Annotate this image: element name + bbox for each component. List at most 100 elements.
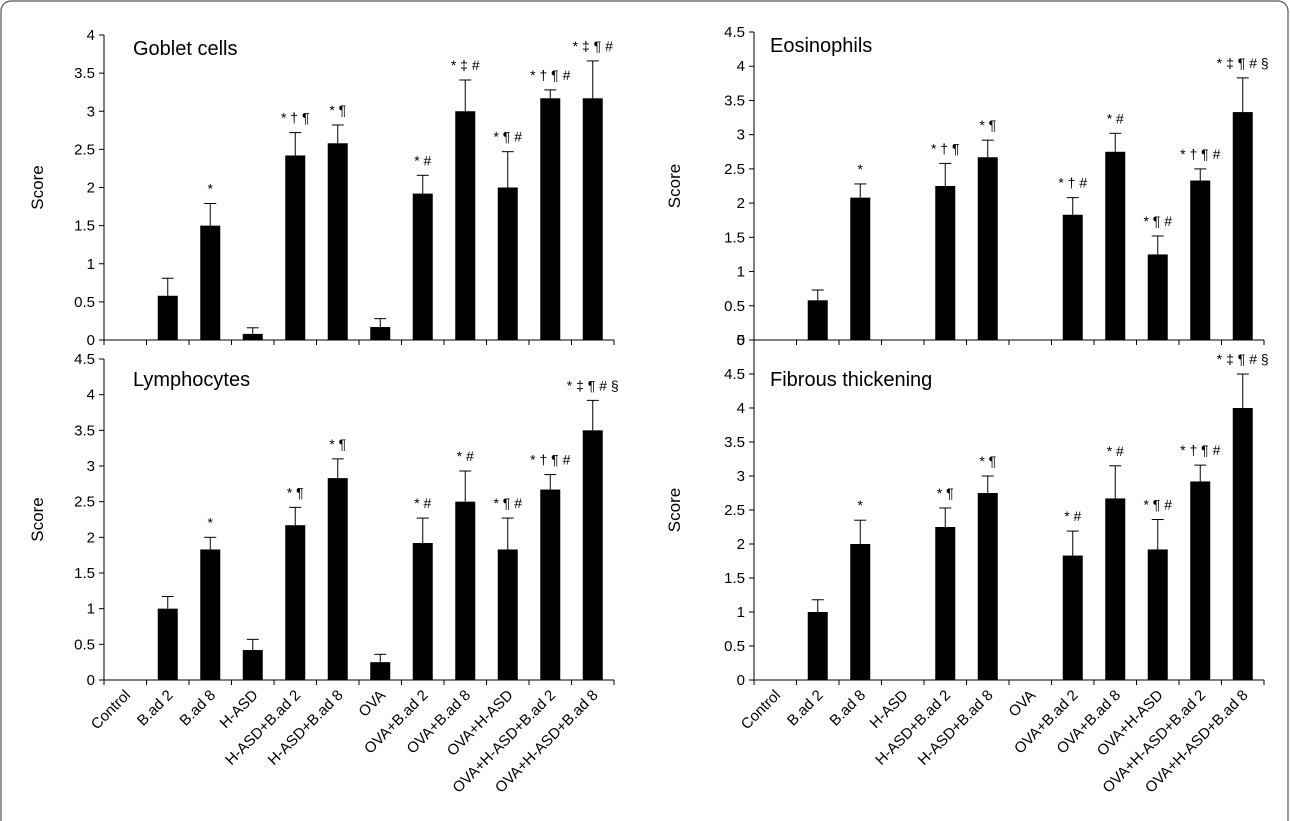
y-tick-label: 2.5 <box>74 494 95 511</box>
y-tick-label: 4.5 <box>724 366 745 383</box>
panel-title: Eosinophils <box>770 35 872 57</box>
bar <box>327 478 348 680</box>
x-tick-label: H-ASD+B.ad 8 <box>265 687 347 769</box>
y-tick-label: 4 <box>87 27 95 44</box>
x-tick-label: H-ASD+B.ad 2 <box>222 687 304 769</box>
y-tick-label: 1 <box>737 264 745 281</box>
y-tick-label: 3.5 <box>724 434 745 451</box>
bar <box>1190 180 1211 340</box>
y-tick-label: 1.5 <box>74 218 95 235</box>
significance-label: * ¶ <box>329 436 346 452</box>
significance-label: * ¶ # <box>1143 213 1172 229</box>
significance-label: * # <box>1064 508 1081 524</box>
significance-label: * † ¶ # <box>1180 146 1220 162</box>
y-tick-label: 4 <box>737 400 745 417</box>
significance-label: * ¶ <box>329 102 346 118</box>
y-tick-label: 1.5 <box>724 229 745 246</box>
bar <box>1147 254 1168 340</box>
y-tick-label: 4.5 <box>724 24 745 41</box>
significance-label: * † ¶ # <box>530 67 570 83</box>
y-tick-label: 2.5 <box>724 161 745 178</box>
significance-label: * ¶ <box>979 453 996 469</box>
bar <box>1062 555 1083 680</box>
y-tick-label: 5 <box>737 332 745 349</box>
significance-label: * <box>208 181 214 197</box>
significance-label: * ¶ <box>287 484 304 500</box>
panel-title: Goblet cells <box>133 38 238 60</box>
y-axis-label: Score <box>665 164 684 208</box>
y-tick-label: 0 <box>737 672 745 689</box>
y-tick-label: 1.5 <box>74 565 95 582</box>
significance-label: * ¶ # <box>1143 497 1172 513</box>
bar <box>807 612 828 680</box>
x-tick-label: Control <box>88 687 134 733</box>
y-tick-label: 4 <box>87 387 95 404</box>
y-tick-label: 2 <box>737 536 745 553</box>
y-tick-label: 3 <box>87 458 95 475</box>
x-tick-label: B.ad 2 <box>784 687 827 730</box>
significance-label: * † ¶ # <box>1180 442 1220 458</box>
y-tick-label: 0.5 <box>74 294 95 311</box>
significance-label: * ¶ <box>937 485 954 501</box>
y-tick-label: 1 <box>87 256 95 273</box>
y-tick-label: 4 <box>737 58 745 75</box>
significance-label: * ‡ ¶ # <box>573 38 613 54</box>
bar <box>540 98 561 340</box>
bar <box>540 489 561 680</box>
bar <box>1105 498 1126 680</box>
x-tick-label: H-ASD+B.ad 2 <box>872 687 954 769</box>
y-tick-label: 2 <box>87 180 95 197</box>
y-tick-label: 2 <box>737 195 745 212</box>
y-tick-label: 3.5 <box>74 65 95 82</box>
y-tick-label: 3 <box>737 127 745 144</box>
x-tick-label: Control <box>738 687 784 733</box>
bar <box>1062 214 1083 340</box>
bar <box>412 193 433 340</box>
bar <box>242 650 263 680</box>
significance-label: * ‡ ¶ # § <box>1217 351 1269 367</box>
x-tick-label: H-ASD+B.ad 8 <box>915 687 997 769</box>
bar <box>497 187 518 340</box>
bar <box>327 143 348 340</box>
y-tick-label: 0.5 <box>724 298 745 315</box>
bar <box>977 493 998 680</box>
bar <box>200 549 221 680</box>
y-axis-label: Score <box>28 165 47 209</box>
y-tick-label: 3 <box>737 468 745 485</box>
significance-label: * # <box>1107 443 1124 459</box>
y-axis-label: Score <box>665 488 684 532</box>
significance-label: * <box>858 497 864 513</box>
y-tick-label: 0.5 <box>724 638 745 655</box>
bar <box>370 327 391 340</box>
bar <box>850 544 871 680</box>
x-tick-label: B.ad 8 <box>176 687 219 730</box>
bar <box>497 549 518 680</box>
y-tick-label: 0 <box>737 332 745 349</box>
significance-label: * ¶ <box>979 117 996 133</box>
y-tick-label: 3.5 <box>74 422 95 439</box>
chart-panel-0: 0 0.5 1 1.5 2 2.5 3 3.5 4 Score Goblet cells * * † ¶… <box>28 27 615 349</box>
panel-title: Fibrous thickening <box>770 369 932 391</box>
y-tick-label: 3 <box>87 103 95 120</box>
bar <box>1232 112 1253 340</box>
bar <box>1232 408 1253 680</box>
chart-panel-2: 0 0.5 1 1.5 2 2.5 3 3.5 4 4.5 Score Lymphocytes * * ¶… <box>28 351 619 796</box>
significance-label: * ¶ # <box>493 129 522 145</box>
bar <box>285 155 306 340</box>
bar <box>582 430 603 680</box>
chart-panel-1: 0 0.5 1 1.5 2 2.5 3 3.5 4 4.5 Score Eosinophils * * †… <box>665 24 1269 349</box>
y-tick-label: 0.5 <box>74 636 95 653</box>
significance-label: * † ¶ <box>931 140 960 156</box>
y-tick-label: 1.5 <box>724 570 745 587</box>
bar <box>977 157 998 340</box>
significance-label: * † # <box>1058 175 1087 191</box>
significance-label: * # <box>414 152 431 168</box>
significance-label: * <box>858 161 864 177</box>
significance-label: * ‡ ¶ # § <box>1217 55 1269 71</box>
y-tick-label: 0 <box>87 672 95 689</box>
significance-label: * ‡ ¶ # § <box>567 377 619 393</box>
significance-label: * # <box>457 448 474 464</box>
